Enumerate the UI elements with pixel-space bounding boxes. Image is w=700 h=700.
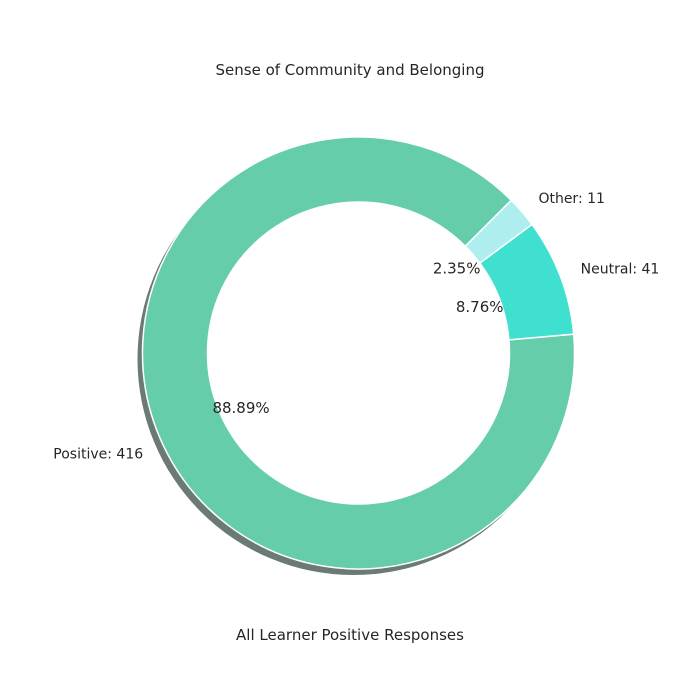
slice-labels: Positive: 416 88.89% Neutral: 41 8.76% Other… <box>53 191 659 463</box>
slice-label: Other: 11 <box>538 191 605 207</box>
slice-label: Neutral: 41 <box>581 262 660 278</box>
chart-title: Sense of Community and Belonging <box>215 61 485 79</box>
x-axis-label: All Learner Positive Responses <box>236 626 464 644</box>
slice-percent-label: 2.35% <box>433 259 481 277</box>
slice-percent-label: 88.89% <box>212 399 269 417</box>
donut-hole <box>207 202 510 504</box>
slice-label: Positive: 416 <box>53 446 143 462</box>
slice-percent-label: 8.76% <box>456 298 504 316</box>
